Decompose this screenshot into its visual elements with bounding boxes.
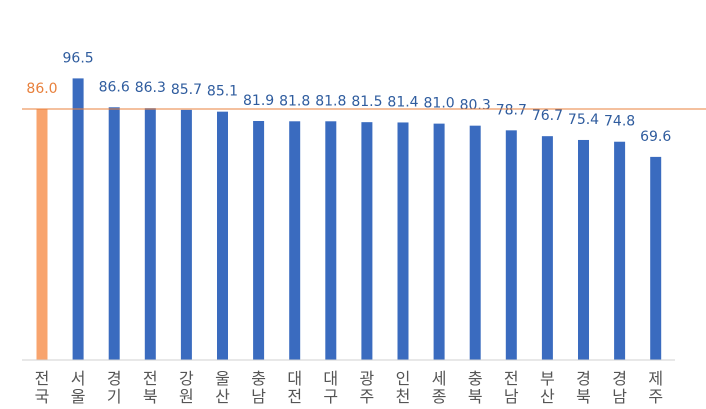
- bar: [361, 122, 373, 360]
- data-label: 81.0: [424, 96, 455, 112]
- data-label: 85.1: [207, 84, 238, 100]
- x-tick-label: 제주: [648, 369, 664, 406]
- x-tick-label: 세종: [431, 369, 447, 406]
- x-tick-label: 서울: [70, 369, 86, 406]
- bar: [433, 123, 445, 360]
- x-tick-label: 대구: [323, 369, 339, 406]
- bar: [541, 136, 553, 360]
- data-label: 81.9: [243, 93, 274, 109]
- x-tick-label: 광주: [359, 369, 375, 406]
- data-label: 74.8: [604, 114, 635, 130]
- bar: [505, 130, 517, 360]
- x-tick-label: 울산: [215, 369, 230, 406]
- bar: [108, 107, 120, 360]
- data-label: 81.8: [315, 93, 346, 109]
- data-label: 78.7: [496, 102, 527, 118]
- x-tick-label: 대전: [287, 369, 303, 406]
- x-tick-label: 충남: [251, 369, 266, 406]
- bar: [180, 109, 192, 360]
- data-label: 80.3: [460, 98, 491, 114]
- data-label: 76.7: [532, 108, 563, 124]
- x-tick-label: 인천: [395, 369, 411, 406]
- data-label: 86.6: [99, 79, 130, 95]
- bar: [614, 141, 626, 360]
- x-tick-label: 경북: [576, 369, 591, 406]
- bar: [253, 121, 265, 360]
- data-label: 69.6: [640, 129, 671, 145]
- data-label: 86.3: [135, 80, 166, 96]
- data-label: 86.0: [26, 81, 57, 97]
- x-tick-label: 전국: [34, 369, 50, 406]
- bar: [469, 125, 481, 360]
- data-label: 75.4: [568, 112, 599, 128]
- x-tick-label: 충북: [467, 369, 483, 406]
- x-tick-label: 전북: [142, 369, 158, 406]
- data-label: 85.7: [171, 82, 202, 98]
- bar: [578, 139, 589, 360]
- bar: [144, 108, 156, 360]
- bar: [325, 121, 337, 360]
- data-label: 81.4: [387, 94, 418, 110]
- x-tick-label: 전남: [503, 369, 519, 406]
- bar: [289, 121, 301, 360]
- x-tick-label: 경기: [106, 369, 122, 406]
- bar: [72, 78, 84, 361]
- bar: [650, 156, 662, 360]
- data-label: 81.8: [279, 93, 310, 109]
- bar: [36, 109, 48, 360]
- x-tick-label: 경남: [612, 369, 627, 406]
- data-label: 81.5: [351, 94, 382, 110]
- x-tick-label: 강원: [179, 369, 194, 406]
- x-tick-label: 부산: [540, 369, 555, 406]
- data-label: 96.5: [63, 50, 94, 66]
- bar: [217, 111, 228, 361]
- bar: [397, 122, 409, 361]
